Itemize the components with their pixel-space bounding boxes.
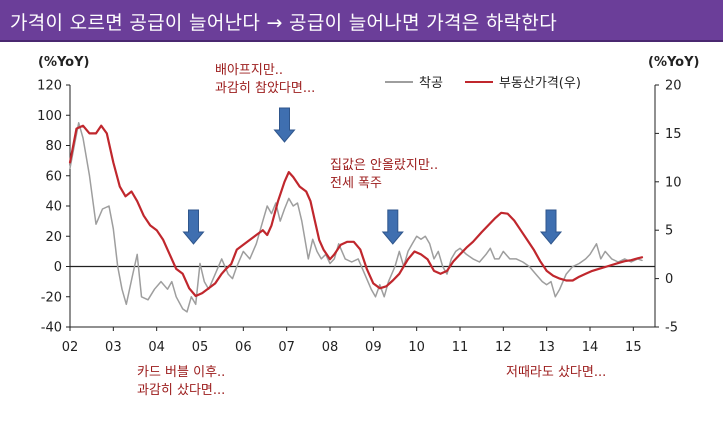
annotation-jeonse-surge-line: 집값은 안올랐지만.. (330, 158, 438, 173)
x-tick-label: 14 (582, 340, 599, 355)
series-construction-line (69, 122, 643, 313)
title-bar: 가격이 오르면 공급이 늘어난다 → 공급이 늘어나면 가격은 하락한다 (0, 0, 723, 42)
left-tick-label: 100 (37, 109, 62, 124)
left-axis-title: (%YoY) (38, 55, 89, 70)
left-tick-label: 20 (45, 230, 62, 245)
down-arrow-icon (381, 209, 404, 245)
annotation-card-bubble-line: 과감히 샀다면... (137, 383, 225, 398)
annotation-card-bubble-line: 카드 버블 이후.. (137, 365, 225, 380)
right-axis-title: (%YoY) (648, 55, 699, 70)
x-tick-label: 09 (365, 340, 382, 355)
left-tick-label: -40 (41, 321, 62, 336)
annotation-held-back-line: 과감히 참았다면... (215, 81, 315, 96)
right-tick-label: 10 (665, 175, 682, 190)
annotation-buy-then-line: 저때라도 샀다면... (506, 365, 606, 380)
left-tick-label: 60 (45, 169, 62, 184)
x-tick-label: 04 (148, 340, 165, 355)
series-price-line (68, 124, 644, 298)
annotation-held-back-line: 배아프지만.. (215, 63, 283, 78)
x-tick-label: 13 (538, 340, 555, 355)
left-tick-label: 0 (54, 260, 62, 275)
x-tick-label: 05 (192, 340, 209, 355)
right-tick-label: 15 (665, 127, 682, 142)
left-tick-label: 120 (37, 79, 62, 94)
x-tick-label: 10 (408, 340, 425, 355)
down-arrow-icon (539, 209, 563, 245)
x-tick-label: 15 (625, 340, 642, 355)
x-tick-label: 12 (495, 340, 512, 355)
legend: 착공 부동산가격(우) (385, 76, 581, 91)
legend-construction-label: 착공 (419, 76, 443, 91)
x-tick-label: 06 (235, 340, 252, 355)
x-tick-label: 11 (452, 340, 469, 355)
x-tick-label: 08 (322, 340, 339, 355)
right-tick-label: -5 (665, 321, 678, 336)
left-tick-label: -20 (41, 290, 62, 305)
right-tick-label: 0 (665, 272, 673, 287)
left-tick-label: 80 (45, 139, 62, 154)
right-tick-label: 20 (665, 79, 682, 94)
down-arrow-icon (273, 107, 296, 143)
legend-price-label: 부동산가격(우) (499, 76, 581, 91)
left-tick-label: 40 (45, 200, 62, 215)
right-tick-label: 5 (665, 224, 673, 239)
series-layer (68, 122, 644, 313)
x-tick-label: 07 (278, 340, 295, 355)
x-tick-label: 03 (105, 340, 122, 355)
x-tick-label: 02 (62, 340, 79, 355)
down-arrow-icon (182, 209, 205, 245)
annotation-jeonse-surge-line: 전세 폭주 (330, 176, 382, 191)
page-title: 가격이 오르면 공급이 늘어난다 → 공급이 늘어나면 가격은 하락한다 (10, 12, 557, 34)
arrow-layer (182, 107, 563, 245)
